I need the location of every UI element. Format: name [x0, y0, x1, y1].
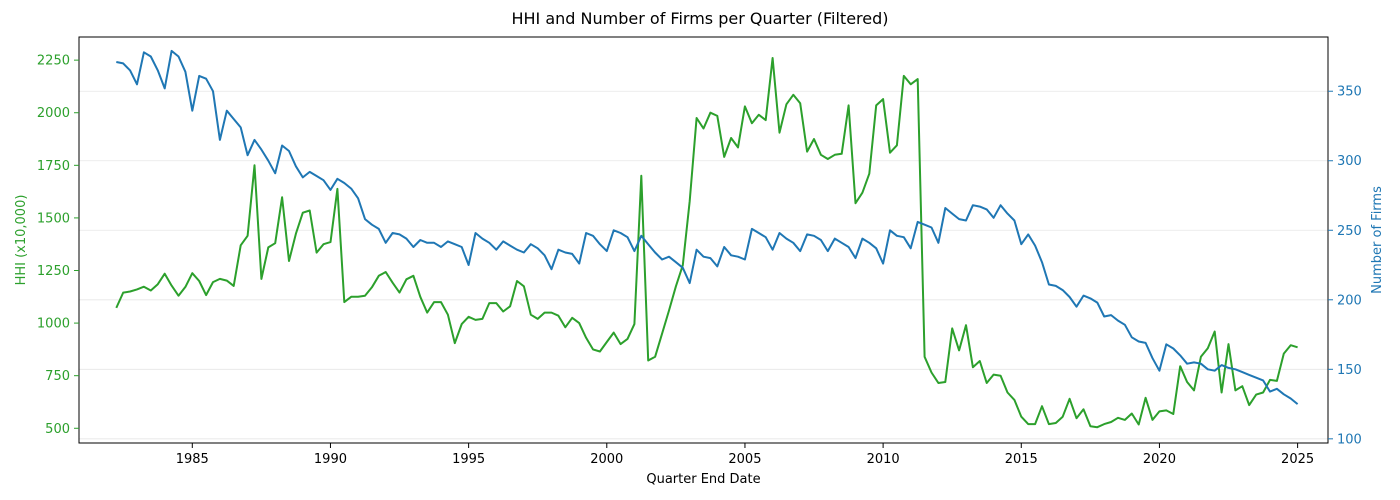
y-right-tick-label: 350 — [1337, 85, 1362, 100]
y-right-tick-label: 200 — [1337, 293, 1362, 308]
x-axis-label: Quarter End Date — [646, 472, 760, 487]
x-axis: 1985 1990 1995 2000 2005 2010 2015 2020 2025 — [176, 443, 1314, 467]
y-left-tick-label: 500 — [45, 422, 70, 437]
x-tick-label: 2000 — [590, 452, 623, 467]
y-left-tick-label: 1000 — [37, 317, 70, 332]
x-tick-label: 2010 — [867, 452, 900, 467]
x-tick-label: 2015 — [1005, 452, 1038, 467]
y-left-tick-label: 2250 — [37, 54, 70, 69]
y-left-tick-label: 1500 — [37, 211, 70, 226]
gridlines — [79, 90, 1328, 440]
x-tick-label: 2025 — [1281, 452, 1314, 467]
series-line-firms — [116, 49, 1299, 405]
chart-title: HHI and Number of Firms per Quarter (Fil… — [511, 9, 888, 28]
series-layer — [115, 49, 1299, 429]
y-left-tick-label: 750 — [45, 369, 70, 384]
series-line-hhi — [115, 57, 1298, 429]
x-tick-label: 2005 — [728, 452, 761, 467]
plot-frame — [78, 36, 1329, 444]
y-axis-right-label: Number of Firms — [1370, 186, 1385, 294]
x-tick-label: 1985 — [176, 452, 209, 467]
y-right-tick-label: 300 — [1337, 154, 1362, 169]
y-left-tick-label: 1750 — [37, 159, 70, 174]
x-tick-label: 1995 — [452, 452, 485, 467]
x-tick-label: 1990 — [314, 452, 347, 467]
y-right-tick-label: 150 — [1337, 363, 1362, 378]
y-axis-right: 100 150 200 250 300 350 — [1328, 85, 1362, 447]
y-right-tick-label: 250 — [1337, 224, 1362, 239]
y-left-tick-label: 1250 — [37, 264, 70, 279]
y-axis-left-label: HHI (x10,000) — [14, 195, 29, 286]
y-axis-left: 500 750 1000 1250 1500 1750 2000 2250 — [37, 54, 79, 437]
y-left-tick-label: 2000 — [37, 106, 70, 121]
x-tick-label: 2020 — [1143, 452, 1176, 467]
y-right-tick-label: 100 — [1337, 432, 1362, 447]
